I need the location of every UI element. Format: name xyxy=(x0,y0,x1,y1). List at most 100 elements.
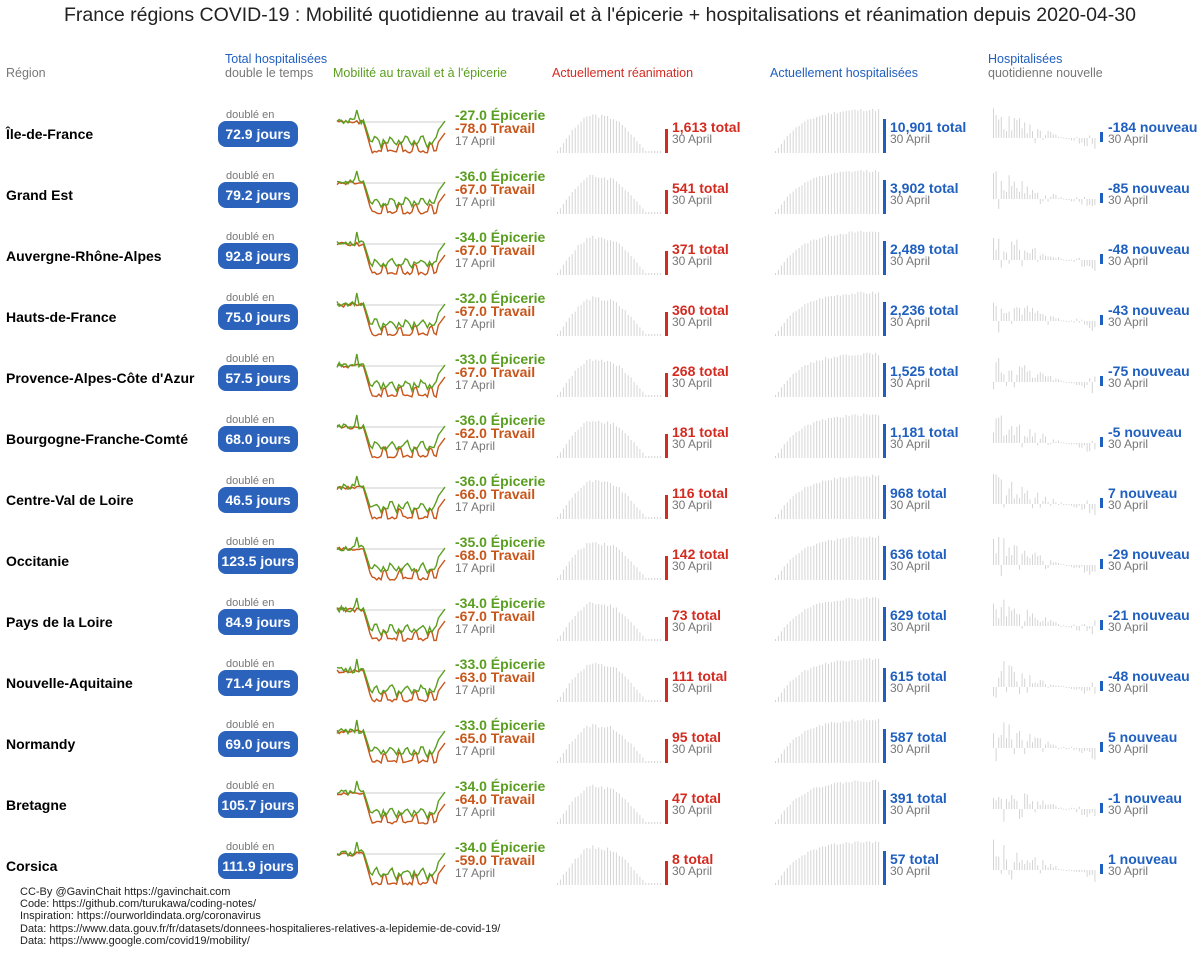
icu-total: 371 total xyxy=(672,241,729,257)
bar xyxy=(598,360,600,397)
bar xyxy=(1071,565,1072,567)
bar xyxy=(1037,556,1039,565)
bar xyxy=(836,294,838,336)
bar xyxy=(798,553,800,580)
bar xyxy=(857,659,859,702)
header-new-line1: Hospitalisées xyxy=(988,52,1063,66)
bar xyxy=(1034,809,1036,813)
bar xyxy=(571,192,573,214)
bar xyxy=(872,720,874,763)
bar xyxy=(810,850,812,885)
bar xyxy=(645,577,647,580)
bar xyxy=(789,681,791,702)
work-series-line xyxy=(336,302,446,337)
grocery-series-line xyxy=(336,475,446,516)
bar xyxy=(839,601,841,641)
bar xyxy=(645,456,647,458)
bar xyxy=(557,334,558,336)
bar xyxy=(592,542,594,580)
bar xyxy=(830,722,832,763)
bar xyxy=(1055,258,1057,260)
bar xyxy=(851,660,853,702)
bar xyxy=(657,456,659,458)
bar xyxy=(595,786,597,824)
bar xyxy=(1078,748,1080,752)
bar xyxy=(654,822,656,824)
bar xyxy=(1034,497,1036,504)
bar xyxy=(1039,313,1041,321)
bar xyxy=(562,631,564,641)
hosp-date: 30 April xyxy=(890,742,931,756)
bar xyxy=(863,171,865,214)
bar xyxy=(1037,865,1039,870)
bar xyxy=(615,426,617,458)
bar xyxy=(857,536,859,580)
bar xyxy=(1052,380,1054,382)
bar xyxy=(1060,442,1062,444)
bar xyxy=(775,761,776,763)
bar xyxy=(589,300,591,336)
bar xyxy=(1042,560,1044,565)
bar xyxy=(851,414,853,458)
bar xyxy=(798,247,800,275)
bar xyxy=(568,744,570,763)
mobility-date: 17 April xyxy=(455,317,496,331)
bar xyxy=(1019,424,1020,443)
bar xyxy=(1081,870,1083,872)
bar xyxy=(1013,118,1015,138)
bar xyxy=(1076,137,1078,139)
bar xyxy=(1073,808,1075,810)
bar xyxy=(648,395,650,397)
bar xyxy=(1013,181,1015,199)
bar xyxy=(639,814,641,824)
bar xyxy=(993,108,994,138)
bar xyxy=(804,121,806,153)
bar xyxy=(836,722,838,763)
bar xyxy=(1013,608,1015,626)
bar xyxy=(586,664,588,702)
bar xyxy=(1016,374,1018,382)
bar xyxy=(574,677,576,702)
bar xyxy=(586,786,588,824)
bar xyxy=(1058,624,1059,626)
bar xyxy=(642,269,644,275)
bar xyxy=(1063,869,1065,871)
doubling-badge: 105.7 jours xyxy=(218,792,298,818)
bar xyxy=(627,496,629,519)
work-value: -67.0 Travail xyxy=(455,608,536,624)
bar xyxy=(642,208,644,214)
bar xyxy=(1060,685,1062,687)
bar xyxy=(857,110,859,153)
bar xyxy=(604,789,606,824)
bar xyxy=(801,795,803,824)
bar xyxy=(1003,128,1005,138)
bar xyxy=(792,800,794,824)
bar xyxy=(559,208,561,214)
work-value: -68.0 Travail xyxy=(455,547,536,563)
bar xyxy=(851,231,853,275)
bar xyxy=(860,291,862,336)
bar xyxy=(801,185,803,214)
bar xyxy=(816,543,818,580)
bar xyxy=(1000,565,1002,576)
bar xyxy=(636,385,638,397)
bar xyxy=(1024,748,1026,754)
bar xyxy=(813,301,815,336)
latest-bar xyxy=(1100,254,1103,264)
bar xyxy=(612,422,614,458)
bar xyxy=(807,851,809,885)
work-value: -59.0 Travail xyxy=(455,852,536,868)
bar xyxy=(1016,681,1018,687)
new-value: -48 nouveau xyxy=(1108,668,1190,684)
latest-bar xyxy=(1100,864,1103,874)
bar xyxy=(866,111,868,153)
bar xyxy=(842,111,844,153)
bar xyxy=(854,232,856,275)
bar xyxy=(651,822,653,824)
icu-total: 360 total xyxy=(672,302,729,318)
bar xyxy=(598,727,600,763)
bar xyxy=(807,791,809,824)
bar xyxy=(1021,260,1023,267)
bar xyxy=(601,300,603,336)
bar xyxy=(869,536,871,580)
